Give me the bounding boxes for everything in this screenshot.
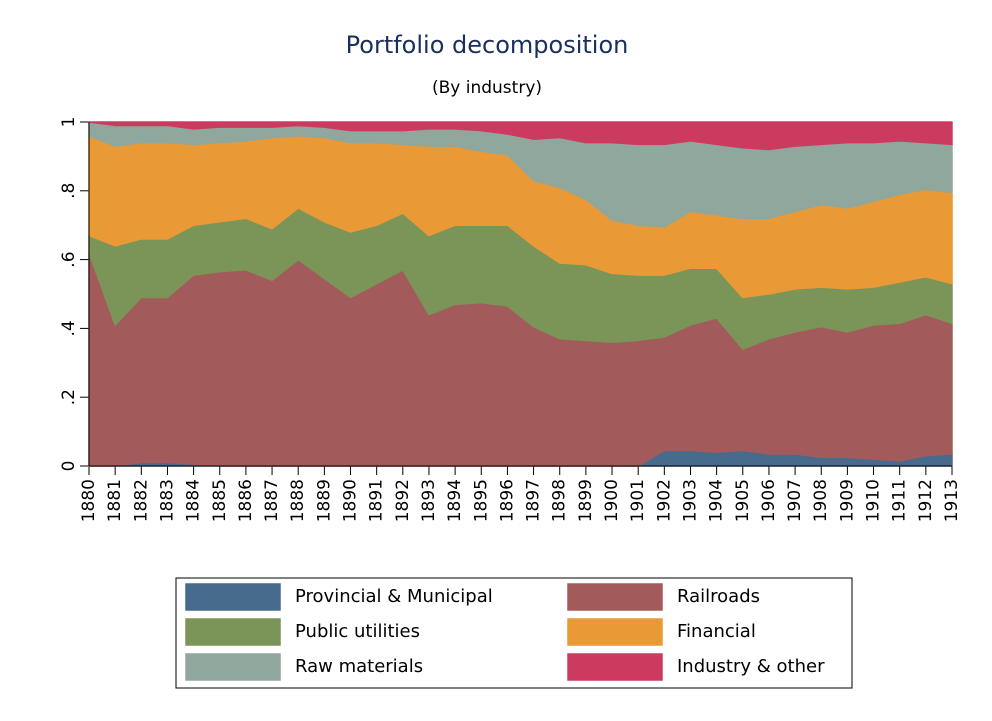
legend-items: Provincial & Municipal Railroads Public ut…	[185, 583, 825, 681]
x-tick-label: 1898	[550, 479, 570, 522]
x-tick-label: 1900	[602, 479, 622, 522]
chart-title: Portfolio decomposition	[346, 31, 629, 59]
x-tick-label: 1881	[105, 479, 125, 522]
x-tick-label: 1883	[157, 479, 177, 522]
x-tick-label: 1889	[314, 479, 334, 522]
x-tick-label: 1895	[471, 479, 491, 522]
x-tick-label: 1911	[890, 479, 910, 522]
y-tick-label: .8	[59, 183, 79, 199]
plot-area: 0 .2 .4 .6 .8 1 1880 1881 1882 1883 1884 1885 1886 18…	[59, 117, 962, 523]
x-tick-label: 1891	[367, 479, 387, 522]
x-tick-label: 1888	[288, 479, 308, 522]
chart-subtitle: (By industry)	[432, 78, 542, 98]
legend	[175, 577, 853, 689]
x-tick-label: 1890	[341, 479, 361, 522]
x-tick-label: 1905	[733, 479, 753, 522]
legend-label: Industry & other	[677, 656, 825, 677]
x-tick-label: 1899	[576, 479, 596, 522]
legend-swatch	[185, 653, 281, 681]
x-tick-label: 1902	[654, 479, 674, 522]
x-tick-label: 1910	[864, 479, 884, 522]
x-tick-label: 1885	[210, 479, 230, 522]
x-tick-label: 1886	[236, 479, 256, 522]
x-tick-label: 1893	[419, 479, 439, 522]
y-tick-label: .6	[59, 251, 79, 267]
legend-label: Financial	[677, 621, 756, 642]
legend-swatch	[185, 618, 281, 646]
x-tick-label: 1892	[393, 479, 413, 522]
x-tick-label: 1903	[680, 479, 700, 522]
x-tick-label: 1887	[262, 479, 282, 522]
x-tick-label: 1901	[628, 479, 648, 522]
x-tick-label: 1880	[79, 479, 99, 522]
legend-label: Provincial & Municipal	[295, 586, 493, 607]
legend-swatch	[567, 618, 663, 646]
y-tick-label: 0	[59, 461, 79, 472]
x-tick-label: 1908	[811, 479, 831, 522]
legend-swatch	[567, 653, 663, 681]
y-tick-label: .4	[59, 320, 79, 336]
y-tick-label: .2	[59, 389, 79, 405]
legend-swatch	[185, 583, 281, 611]
legend-label: Railroads	[677, 586, 760, 607]
x-tick-label: 1896	[497, 479, 517, 522]
y-tick-label: 1	[59, 117, 79, 128]
legend-label: Raw materials	[295, 656, 423, 677]
x-tick-label: 1884	[184, 479, 204, 522]
x-tick-label: 1897	[524, 479, 544, 522]
area	[88, 121, 953, 151]
x-tick-label: 1912	[916, 479, 936, 522]
x-tick-label: 1894	[445, 479, 465, 522]
legend-swatch	[567, 583, 663, 611]
legend-label: Public utilities	[295, 621, 420, 642]
x-tick-label: 1904	[707, 479, 727, 522]
x-tick-label: 1907	[785, 479, 805, 522]
x-tick-label: 1906	[759, 479, 779, 522]
x-tick-label: 1882	[131, 479, 151, 522]
x-tick-label: 1913	[942, 479, 962, 522]
x-tick-label: 1909	[837, 479, 857, 522]
